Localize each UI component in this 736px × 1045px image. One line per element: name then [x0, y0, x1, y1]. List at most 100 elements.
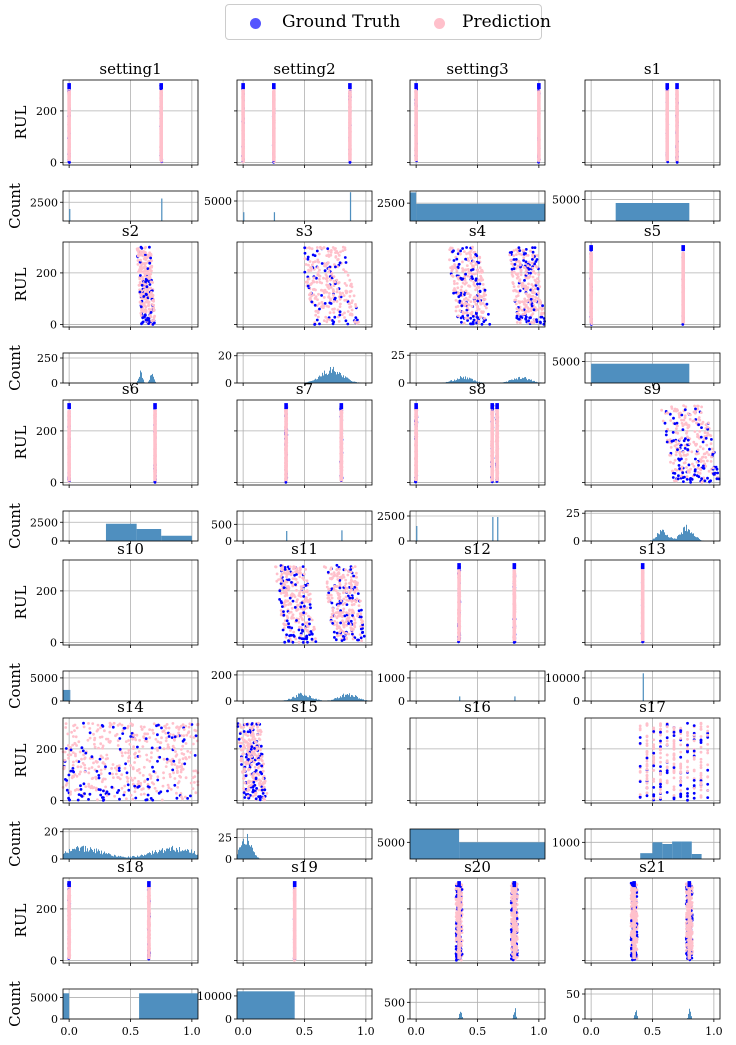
prediction-point [336, 287, 339, 291]
prediction-point [526, 298, 530, 302]
ground-truth-point [299, 605, 303, 609]
prediction-point [301, 576, 305, 580]
prediction-point [304, 263, 308, 266]
subplot-title: s2 [122, 222, 139, 240]
prediction-point [692, 464, 696, 468]
prediction-point [530, 261, 534, 265]
prediction-point [284, 590, 288, 594]
hist-bar [523, 378, 524, 383]
ground-truth-cap [589, 245, 593, 252]
prediction-point [671, 469, 674, 473]
prediction-point [291, 577, 295, 580]
prediction-point [477, 297, 481, 301]
prediction-point [329, 593, 332, 597]
prediction-point [147, 276, 150, 279]
hist-bar [344, 378, 345, 383]
hist-bar [273, 212, 276, 221]
prediction-point [348, 278, 352, 282]
ground-truth-point [144, 280, 148, 284]
ground-truth-point [663, 421, 667, 425]
ground-truth-point [344, 261, 348, 264]
prediction-point [669, 419, 673, 422]
ground-truth-point [522, 259, 525, 262]
prediction-point [467, 303, 471, 307]
prediction-point [145, 261, 148, 265]
prediction-point [356, 614, 359, 618]
hist-bar [692, 533, 693, 541]
prediction-point [683, 444, 687, 447]
prediction-point [331, 607, 335, 610]
ground-truth-point [469, 316, 473, 320]
prediction-column [414, 410, 418, 482]
hist-bar [531, 379, 532, 383]
prediction-point [350, 611, 354, 614]
ground-truth-point [290, 581, 293, 584]
prediction-point [296, 608, 300, 611]
prediction-point [341, 615, 344, 619]
ground-truth-point [288, 596, 292, 600]
hist-bar [336, 698, 337, 701]
prediction-point [450, 269, 454, 273]
prediction-point [521, 312, 525, 316]
prediction-point [345, 586, 349, 590]
prediction-point [325, 581, 329, 585]
prediction-point [150, 291, 153, 294]
hist-bar [349, 192, 352, 221]
ground-truth-point [530, 304, 534, 308]
prediction-point [313, 627, 316, 631]
hist-bar [330, 367, 331, 383]
prediction-point [339, 250, 342, 254]
ground-truth-point [293, 573, 296, 577]
prediction-point [521, 285, 524, 289]
hist-bar [341, 530, 343, 541]
prediction-point [483, 298, 487, 301]
prediction-point [355, 571, 358, 575]
hist-bar [492, 517, 494, 541]
prediction-column [675, 90, 679, 162]
prediction-point [457, 291, 461, 295]
prediction-point [454, 289, 457, 292]
hist-bar [457, 378, 458, 383]
prediction-point [696, 404, 699, 408]
ground-truth-point [534, 284, 538, 287]
hist-y-label: Count [6, 663, 24, 709]
hist-bar [686, 524, 687, 541]
prediction-point [707, 421, 710, 425]
ground-truth-point [524, 260, 528, 264]
prediction-point [333, 263, 336, 266]
prediction-point [319, 246, 323, 250]
hist-bar [416, 203, 545, 221]
prediction-point [518, 301, 522, 305]
prediction-point [453, 266, 457, 270]
ground-truth-point [523, 279, 526, 282]
prediction-point [527, 282, 530, 286]
prediction-point [140, 297, 144, 300]
subplot-title: setting3 [446, 60, 508, 78]
ground-truth-point [362, 634, 366, 638]
prediction-point [280, 579, 283, 583]
prediction-point [465, 264, 469, 267]
prediction-point [448, 248, 452, 252]
prediction-point [332, 300, 336, 303]
ground-truth-point [533, 246, 537, 250]
prediction-point [322, 276, 325, 280]
ground-truth-point [483, 288, 487, 292]
ground-truth-point [709, 479, 712, 483]
prediction-point [342, 294, 346, 297]
hist-bar [317, 379, 318, 383]
hist-bar [685, 530, 686, 541]
prediction-point [681, 450, 685, 454]
ground-truth-point [344, 319, 348, 323]
prediction-point [357, 320, 360, 324]
hist-bar [521, 378, 522, 383]
ground-truth-cap [681, 245, 685, 252]
prediction-point [142, 266, 146, 270]
prediction-point [353, 589, 357, 593]
hist-bar [332, 369, 333, 383]
prediction-point [469, 293, 472, 297]
hist-bar [323, 375, 324, 383]
ground-truth-point [342, 635, 345, 638]
prediction-point [345, 590, 349, 594]
